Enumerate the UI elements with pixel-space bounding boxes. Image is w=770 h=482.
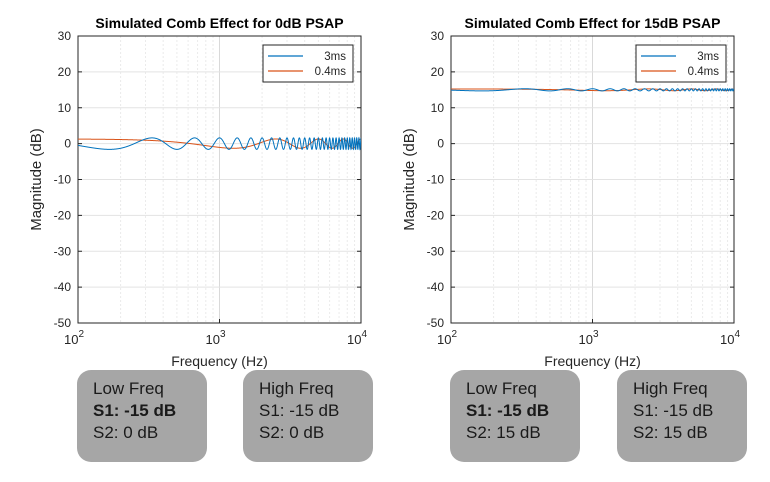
y-tick-label: 10 xyxy=(431,101,445,115)
y-tick-label: -40 xyxy=(427,280,445,294)
x-tick-label: 104 xyxy=(347,329,367,347)
low-freq-note: Low Freq S1: -15 dB S2: 0 dB xyxy=(77,370,207,462)
y-tick-label: 20 xyxy=(58,65,72,79)
legend-label: 3ms xyxy=(697,51,719,63)
y-tick-label: -50 xyxy=(54,316,72,330)
legend-label: 0.4ms xyxy=(315,66,347,78)
y-tick-label: 0 xyxy=(437,137,444,151)
note-s2: S2: 0 dB xyxy=(259,422,373,444)
note-title: High Freq xyxy=(259,378,373,400)
y-tick-label: -20 xyxy=(54,208,72,222)
note-title: Low Freq xyxy=(466,378,580,400)
y-tick-label: 20 xyxy=(431,65,445,79)
x-axis-label: Frequency (Hz) xyxy=(171,353,267,369)
legend: 3ms 0.4ms xyxy=(263,45,353,82)
x-axis-label: Frequency (Hz) xyxy=(544,353,640,369)
note-s2: S2: 0 dB xyxy=(93,422,207,444)
y-axis-label: Magnitude (dB) xyxy=(28,128,45,231)
x-tick-label: 102 xyxy=(437,329,457,347)
low-freq-note: Low Freq S1: -15 dB S2: 15 dB xyxy=(450,370,580,462)
x-tick-label: 102 xyxy=(64,329,84,347)
note-s2: S2: 15 dB xyxy=(466,422,580,444)
y-tick-label: -30 xyxy=(54,244,72,258)
y-tick-label: -30 xyxy=(427,244,445,258)
y-tick-label: -10 xyxy=(427,173,445,187)
note-s1: S1: -15 dB xyxy=(93,400,207,422)
y-axis-label: Magnitude (dB) xyxy=(401,128,418,231)
y-tick-label: -40 xyxy=(54,280,72,294)
y-tick-label: -10 xyxy=(54,173,72,187)
high-freq-note: High Freq S1: -15 dB S2: 15 dB xyxy=(617,370,747,462)
y-tick-label: 30 xyxy=(431,29,445,43)
y-tick-label: -20 xyxy=(427,208,445,222)
chart-title: Simulated Comb Effect for 0dB PSAP xyxy=(95,15,343,31)
high-freq-note: High Freq S1: -15 dB S2: 0 dB xyxy=(243,370,373,462)
y-tick-label: 10 xyxy=(58,101,72,115)
legend: 3ms 0.4ms xyxy=(636,45,726,82)
legend-label: 3ms xyxy=(324,51,346,63)
y-tick-label: 0 xyxy=(64,137,71,151)
x-tick-label: 104 xyxy=(720,329,740,347)
x-tick-label: 103 xyxy=(578,329,598,347)
y-tick-label: 30 xyxy=(58,29,72,43)
chart-title: Simulated Comb Effect for 15dB PSAP xyxy=(465,15,721,31)
note-s1: S1: -15 dB xyxy=(633,400,747,422)
note-s1: S1: -15 dB xyxy=(466,400,580,422)
note-s1: S1: -15 dB xyxy=(259,400,373,422)
note-s2: S2: 15 dB xyxy=(633,422,747,444)
note-title: High Freq xyxy=(633,378,747,400)
x-tick-label: 103 xyxy=(205,329,225,347)
y-tick-label: -50 xyxy=(427,316,445,330)
legend-label: 0.4ms xyxy=(688,66,720,78)
note-title: Low Freq xyxy=(93,378,207,400)
